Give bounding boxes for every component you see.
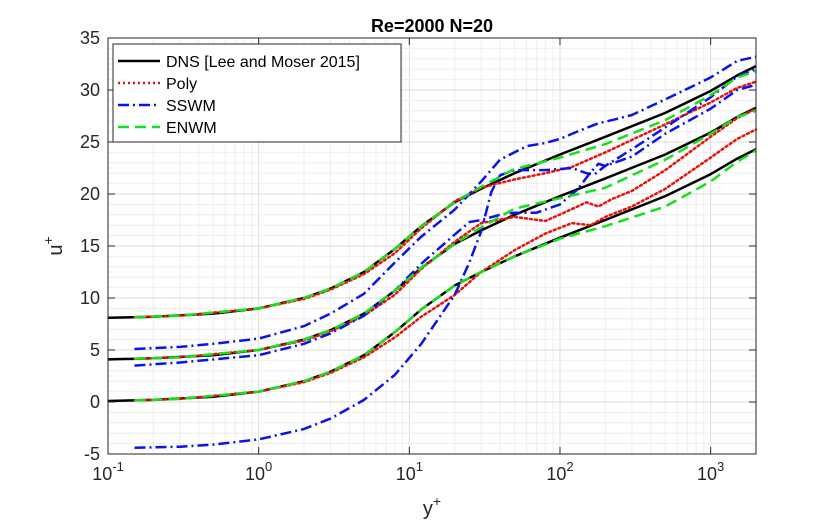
legend-label: Poly [166, 76, 197, 93]
chart-title: Re=2000 N=20 [371, 16, 493, 36]
series-line-solid-offset-0 [107, 148, 757, 403]
y-axis-title-sup: + [40, 236, 56, 244]
y-tick-label: 10 [80, 288, 100, 308]
series-line-dashed-offset-4 [134, 109, 757, 361]
y-tick-label: 0 [90, 392, 100, 412]
x-tick-label: 100 [245, 459, 272, 484]
plot-lines [107, 55, 758, 450]
legend-label: DNS [Lee and Moser 2015] [166, 54, 360, 71]
y-axis-title-base: u [45, 245, 67, 256]
y-tick-label: 30 [80, 80, 100, 100]
series-line-dotted-offset-0 [133, 128, 758, 402]
y-tick-label: 35 [80, 28, 100, 48]
x-tick-label: 10-1 [92, 459, 124, 484]
y-tick-label: -5 [84, 444, 100, 464]
series-line-dashed-offset-8 [134, 70, 757, 319]
y-tick-label: 25 [80, 132, 100, 152]
x-axis-title-sup: + [433, 493, 441, 509]
x-tick-label: 101 [396, 459, 423, 484]
series-line-solid-offset-4 [107, 106, 757, 361]
x-axis-title: y+ [423, 493, 441, 520]
legend: DNS [Lee and Moser 2015] Poly SSWM ENWM [112, 43, 402, 143]
series-line-dashdot-offset-0 [134, 68, 757, 450]
x-axis-title-base: y [423, 498, 433, 520]
ticks: -5 0 5 10 15 20 25 30 35 10-1 100 101 102 103 [80, 28, 756, 484]
legend-label: ENWM [166, 120, 217, 137]
series-line-dashdot-offset-4 [134, 83, 757, 367]
x-tick-label: 103 [697, 459, 724, 484]
y-tick-label: 5 [90, 340, 100, 360]
x-tick-label: 102 [546, 459, 573, 484]
series-line-dashed-offset-0 [134, 149, 757, 402]
legend-box [112, 43, 402, 143]
y-tick-label: 15 [80, 236, 100, 256]
series-line-dotted-offset-4 [133, 107, 758, 361]
y-axis-title: u+ [40, 236, 67, 255]
series-line-dashdot-offset-8 [134, 55, 757, 351]
legend-label: SSWM [166, 98, 216, 115]
y-tick-label: 20 [80, 184, 100, 204]
